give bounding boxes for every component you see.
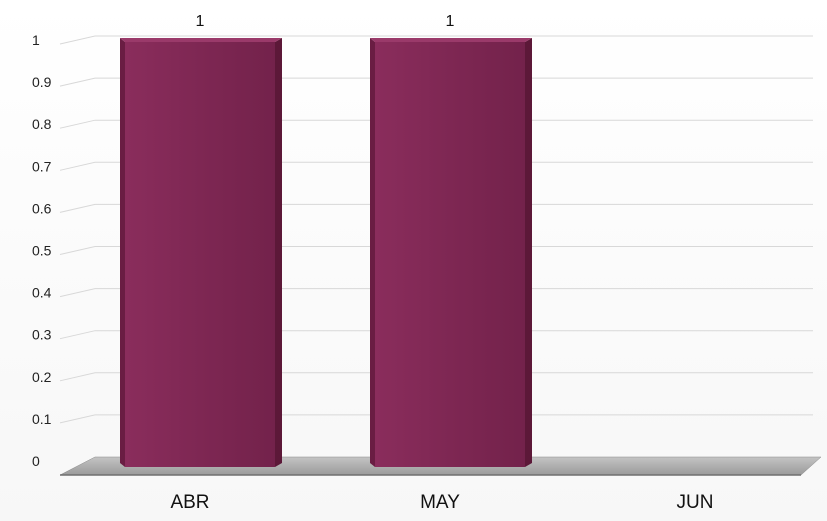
y-tick-label: 0.7 <box>32 158 52 174</box>
gridline <box>59 414 813 424</box>
y-tick-label: 0.4 <box>32 285 52 301</box>
y-tick-label: 0.9 <box>32 74 52 90</box>
data-label-may: 1 <box>446 13 455 30</box>
x-tick-label-may: MAY <box>420 492 460 513</box>
gridline <box>59 203 813 213</box>
y-tick-label: 0 <box>32 453 40 469</box>
y-tick-label: 0.5 <box>32 243 52 259</box>
bar-abr <box>125 42 275 467</box>
bar-edge <box>120 38 125 467</box>
gridline <box>59 161 813 171</box>
x-tick-label-jun: JUN <box>677 492 714 513</box>
gridlines <box>59 35 813 424</box>
bar-side <box>525 38 532 467</box>
y-tick-label: 1 <box>32 32 40 48</box>
bar-edge <box>370 38 375 467</box>
gridline <box>59 372 813 382</box>
bars <box>120 38 532 467</box>
y-tick-label: 0.8 <box>32 116 52 132</box>
bar-top <box>370 38 532 42</box>
bar-side <box>275 38 282 467</box>
x-tick-label-abr: ABR <box>170 492 209 513</box>
y-axis-tick-labels: 0 0.1 0.2 0.3 0.4 0.5 0.6 0.7 0.8 0.9 1 <box>32 32 52 469</box>
bar-top <box>120 38 282 42</box>
gridline <box>59 330 813 340</box>
y-tick-label: 0.1 <box>32 411 52 427</box>
gridline <box>59 246 813 255</box>
y-tick-label: 0.2 <box>32 369 52 385</box>
gridline <box>59 288 813 298</box>
x-axis-category-labels: ABR MAY JUN <box>170 492 713 513</box>
y-tick-label: 0.3 <box>32 327 52 343</box>
bar-may <box>375 42 525 467</box>
data-label-abr: 1 <box>196 13 205 30</box>
y-tick-label: 0.6 <box>32 200 52 216</box>
gridline <box>59 119 813 129</box>
gridline <box>59 35 813 45</box>
gridline <box>59 77 813 87</box>
